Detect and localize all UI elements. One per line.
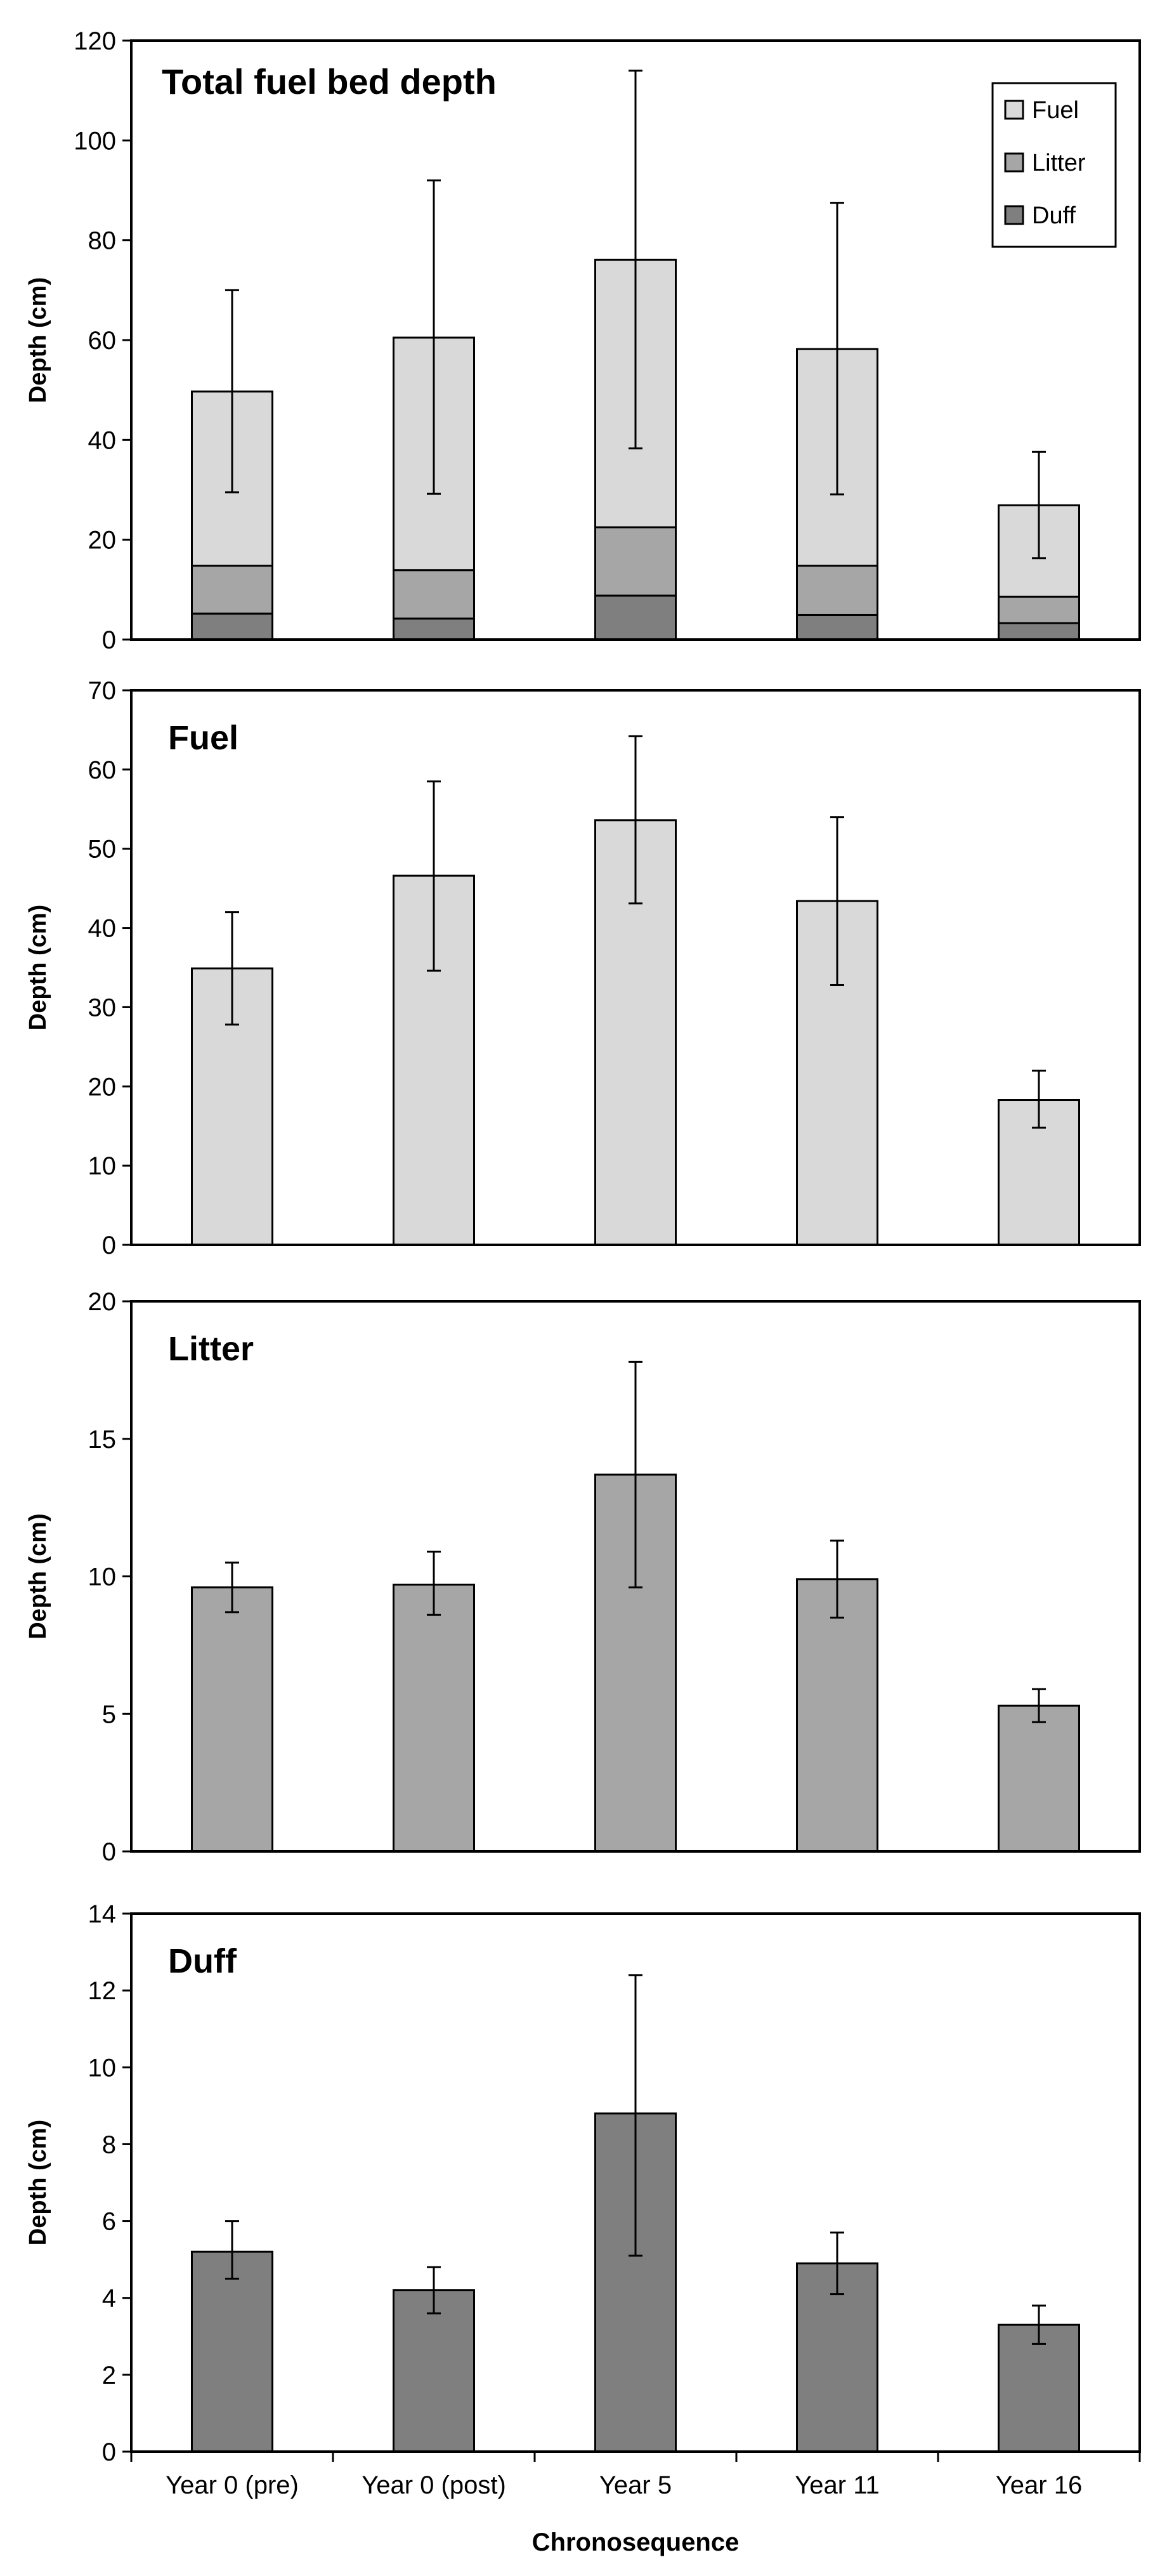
- bar-segment-duff: [191, 612, 273, 641]
- bar-segment-litter: [393, 569, 475, 620]
- error-bar: [629, 69, 642, 450]
- x-tick-label: Year 16: [996, 2471, 1082, 2499]
- y-tick-label: 14: [88, 1900, 117, 1928]
- legend: Fuel Litter Duff: [991, 82, 1117, 248]
- y-tick-label: 10: [88, 1563, 117, 1591]
- y-tick-label: 20: [88, 1288, 117, 1316]
- bar: [191, 1586, 273, 1853]
- bar-segment-duff: [998, 622, 1080, 641]
- error-bar: [830, 202, 844, 496]
- error-bar: [427, 780, 441, 972]
- error-bar: [1032, 1069, 1046, 1129]
- chart-panel-4: 0 2 4 6 8 10 12 14 Depth (cm) Duff: [25, 1900, 1141, 2466]
- bar: [191, 2251, 273, 2453]
- y-tick-label: 0: [102, 1232, 116, 1259]
- y-tick-label: 40: [88, 915, 117, 943]
- legend-label-fuel: Fuel: [1032, 97, 1079, 124]
- y-tick-label: 60: [88, 756, 117, 784]
- panel-title: Litter: [168, 1330, 254, 1368]
- y-tick-label: 0: [102, 2438, 116, 2466]
- error-bar: [225, 2220, 239, 2280]
- x-tick-label: Year 11: [795, 2471, 879, 2499]
- y-tick-label: 5: [102, 1700, 116, 1728]
- chart-panel-3: 0 5 10 15 20 Depth (cm) Litter: [25, 1288, 1141, 1866]
- error-bar: [1032, 1688, 1046, 1723]
- legend-swatch-duff: [1004, 205, 1024, 225]
- y-tick-label: 8: [102, 2131, 116, 2159]
- error-bar: [1032, 2304, 1046, 2345]
- error-bar: [830, 816, 844, 986]
- chart-panel-1: 0 20 40 60 80 100 120 Depth (cm) Total fuel bed …: [25, 27, 1141, 654]
- y-tick-label: 50: [88, 836, 117, 864]
- y-tick-label: 10: [88, 1152, 117, 1180]
- y-tick-label: 60: [88, 327, 117, 355]
- plot-frame: [130, 689, 1141, 1246]
- y-tick-label: 12: [88, 1977, 117, 2005]
- y-axis-label: Depth (cm): [25, 277, 51, 403]
- y-tick-label: 20: [88, 1073, 117, 1101]
- plot-frame: [130, 39, 1141, 641]
- legend-swatch-fuel: [1004, 100, 1024, 120]
- legend-label-litter: Litter: [1032, 150, 1086, 176]
- error-bar: [225, 1561, 239, 1613]
- bar-segment-litter: [191, 565, 273, 615]
- error-bar: [629, 735, 642, 905]
- error-bar: [1032, 450, 1046, 560]
- x-tick-label: Year 5: [599, 2471, 672, 2499]
- plot-frame: [130, 1300, 1141, 1853]
- y-tick-label: 6: [102, 2208, 116, 2236]
- bar-segment-litter: [998, 595, 1080, 624]
- chart-panel-2: 0 10 20 30 40 50 60 70 Depth (cm) Fuel: [25, 677, 1141, 1259]
- bar-segment-duff: [796, 614, 878, 641]
- y-tick-label: 80: [88, 227, 117, 255]
- error-bar: [629, 1974, 642, 2257]
- error-bar: [427, 179, 441, 495]
- bar-segment-duff: [393, 617, 475, 641]
- error-bar: [225, 911, 239, 1026]
- y-tick-label: 20: [88, 527, 117, 555]
- y-tick-label: 30: [88, 994, 117, 1022]
- x-tick-label: Year 0 (post): [362, 2471, 506, 2499]
- y-tick-label: 0: [102, 626, 116, 654]
- y-axis-label: Depth (cm): [25, 905, 51, 1030]
- bar-segment-duff: [594, 595, 677, 641]
- bar: [796, 1578, 878, 1853]
- y-tick-label: 4: [102, 2285, 116, 2313]
- shared-x-axis: Chronosequence Year 0 (pre) Year 0 (post)…: [130, 2452, 1141, 2556]
- panel-title: Total fuel bed depth: [162, 62, 497, 102]
- y-tick-label: 15: [88, 1426, 117, 1454]
- bar-segment-litter: [594, 526, 677, 597]
- legend-label-duff: Duff: [1032, 202, 1076, 229]
- y-tick-label: 70: [88, 677, 117, 705]
- error-bar: [225, 289, 239, 494]
- error-bar: [629, 1360, 642, 1589]
- y-axis-label: Depth (cm): [25, 1513, 51, 1639]
- bar-segment-litter: [796, 565, 878, 616]
- plot-frame: [130, 1912, 1141, 2453]
- y-axis-label: Depth (cm): [25, 2120, 51, 2245]
- y-tick-label: 0: [102, 1838, 116, 1866]
- y-tick-label: 100: [74, 127, 116, 155]
- legend-swatch-litter: [1004, 152, 1024, 173]
- error-bar: [830, 1539, 844, 1619]
- panel-title: Duff: [168, 1942, 237, 1980]
- y-tick-label: 10: [88, 2054, 117, 2082]
- y-tick-label: 40: [88, 426, 117, 454]
- bar: [393, 2289, 475, 2453]
- y-tick-label: 2: [102, 2362, 116, 2389]
- error-bar: [830, 2231, 844, 2296]
- panel-title: Fuel: [168, 719, 238, 757]
- y-tick-label: 120: [74, 27, 116, 55]
- error-bar: [427, 1550, 441, 1616]
- bar: [998, 1704, 1080, 1853]
- x-axis-label: Chronosequence: [532, 2528, 740, 2556]
- x-tick-label: Year 0 (pre): [166, 2471, 299, 2499]
- bar: [393, 1584, 475, 1853]
- error-bar: [427, 2266, 441, 2315]
